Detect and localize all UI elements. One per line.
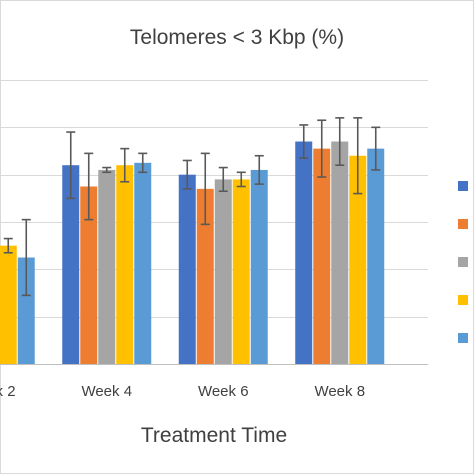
- bar-week-6-s4: [232, 179, 250, 364]
- chart-title: Telomeres < 3 Kbp (%): [129, 26, 345, 49]
- legend-marker-s2: [458, 219, 468, 229]
- bar-week-4-s5: [134, 162, 152, 364]
- bar-week-6-s5: [250, 169, 268, 364]
- x-axis-title: Treatment Time: [140, 424, 288, 447]
- legend-marker-s5: [458, 333, 468, 343]
- bar-week-6-s3: [214, 179, 232, 364]
- bar-week-8-s5: [367, 148, 385, 364]
- x-tick-label: Week 6: [198, 383, 249, 400]
- x-tick-label: Week 2: [0, 383, 16, 400]
- x-tick-label: Week 8: [314, 383, 365, 400]
- bar-week-4-s1: [62, 165, 80, 364]
- bar-week-8-s3: [331, 141, 349, 364]
- bar-week-8-s1: [295, 141, 313, 364]
- bar-week-2-s5: [17, 257, 35, 364]
- bar-week-4-s4: [116, 165, 134, 364]
- bar-week-8-s2: [313, 148, 331, 364]
- bar-week-6-s1: [178, 174, 196, 364]
- legend-marker-s3: [458, 257, 468, 267]
- legend-marker-s4: [458, 295, 468, 305]
- x-tick-label: Week 4: [81, 383, 132, 400]
- legend-marker-s1: [458, 181, 468, 191]
- bar-week-4-s3: [98, 169, 116, 364]
- bar-week-2-s4: [0, 245, 17, 364]
- bar-week-6-s2: [196, 188, 214, 364]
- bar-week-4-s2: [80, 186, 98, 364]
- bar-week-8-s4: [349, 155, 367, 364]
